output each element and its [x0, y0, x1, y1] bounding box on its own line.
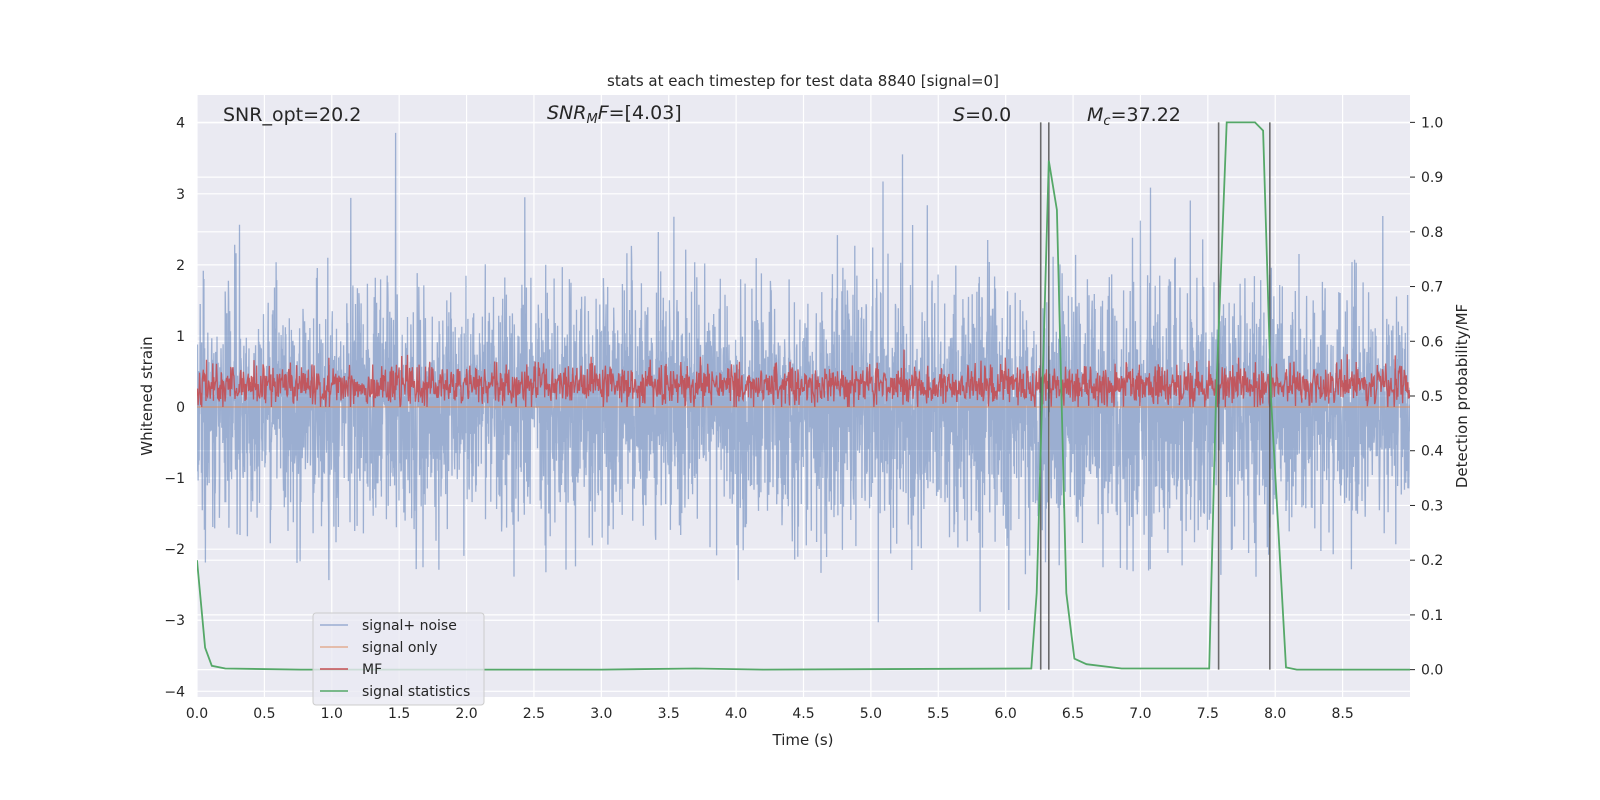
x-tick-label: 6.0 [995, 706, 1017, 722]
y-right-tick-label: 0.1 [1421, 608, 1443, 624]
x-tick-label: 5.0 [860, 706, 882, 722]
y-right-tick-label: 0.3 [1421, 498, 1443, 514]
x-tick-label: 6.5 [1062, 706, 1084, 722]
y-tick-label: −3 [164, 613, 185, 629]
x-axis-ticks: 0.0 0.5 1.0 1.5 2.0 2.5 3.0 3.5 4.0 4.5 5.0 5.5 6.0 6… [186, 706, 1354, 722]
legend-label-noise: signal+ noise [362, 618, 457, 634]
y-right-tick-label: 0.0 [1421, 663, 1443, 679]
legend-label-signal-only: signal only [362, 640, 437, 656]
y-tick-label: 2 [176, 258, 185, 274]
annotation-mc: Mc=37.22 [1087, 104, 1181, 129]
y-tick-label: −2 [164, 542, 185, 558]
y-right-tick-label: 0.9 [1421, 170, 1443, 186]
x-tick-label: 5.5 [927, 706, 949, 722]
legend-box [312, 612, 485, 706]
y-tick-label: −4 [164, 684, 185, 700]
y-right-tick-label: 0.8 [1421, 225, 1443, 241]
y-right-tick-label: 1.0 [1421, 115, 1443, 131]
y-right-axis-ticks: 0.0 0.1 0.2 0.3 0.4 0.5 0.6 0.7 0.8 0.9 1.0 [1410, 115, 1443, 679]
x-axis-label: Time (s) [772, 731, 834, 749]
x-tick-label: 0.5 [253, 706, 275, 722]
x-tick-label: 8.0 [1264, 706, 1286, 722]
legend-label-stats: signal statistics [362, 684, 470, 700]
x-tick-label: 3.5 [658, 706, 680, 722]
x-tick-label: 1.5 [388, 706, 410, 722]
series-layer [197, 121, 1410, 671]
y-axis-ticks: −4 −3 −2 −1 0 1 2 3 4 [164, 116, 185, 701]
snr-mf-value: F=[4.03] [597, 102, 682, 124]
mc-sub: c [1103, 114, 1110, 129]
annotation-snr-mf: SNRMF=[4.03] [547, 102, 682, 128]
y-axis-label: Whitened strain [138, 336, 156, 455]
mc-base: M [1087, 104, 1103, 126]
chart-title: stats at each timestep for test data 884… [607, 72, 999, 90]
x-tick-label: 7.0 [1129, 706, 1151, 722]
s-value: =0.0 [965, 104, 1011, 126]
x-tick-label: 7.5 [1197, 706, 1219, 722]
mc-value: =37.22 [1111, 104, 1181, 126]
x-tick-label: 8.5 [1331, 706, 1353, 722]
snr-mf-sub: M [586, 112, 598, 127]
y-right-axis-label: Detection probability/MF [1453, 304, 1471, 488]
annotation-snr-opt: SNR_opt=20.2 [223, 104, 361, 126]
y-right-tick-label: 0.2 [1421, 553, 1443, 569]
s-var: S [953, 104, 965, 126]
y-tick-label: 0 [176, 400, 185, 416]
x-tick-label: 4.0 [725, 706, 747, 722]
y-right-tick-label: 0.6 [1421, 334, 1443, 350]
x-tick-label: 3.0 [590, 706, 612, 722]
snr-mf-base: SNR [547, 102, 587, 124]
x-tick-label: 1.0 [321, 706, 343, 722]
y-right-tick-label: 0.4 [1421, 444, 1443, 460]
y-tick-label: 4 [176, 116, 185, 132]
y-tick-label: 3 [176, 187, 185, 203]
x-tick-label: 2.0 [455, 706, 477, 722]
legend-label-mf: MF [362, 662, 382, 678]
y-right-tick-label: 0.7 [1421, 280, 1443, 296]
x-tick-label: 0.0 [186, 706, 208, 722]
y-tick-label: −1 [164, 471, 185, 487]
y-right-tick-label: 0.5 [1421, 389, 1443, 405]
x-tick-label: 4.5 [792, 706, 814, 722]
y-tick-label: 1 [176, 329, 185, 345]
legend: signal+ noise signal only MF signal stat… [312, 612, 485, 706]
x-tick-label: 2.5 [523, 706, 545, 722]
series-mf [197, 349, 1410, 408]
annotation-s: S=0.0 [953, 104, 1011, 126]
